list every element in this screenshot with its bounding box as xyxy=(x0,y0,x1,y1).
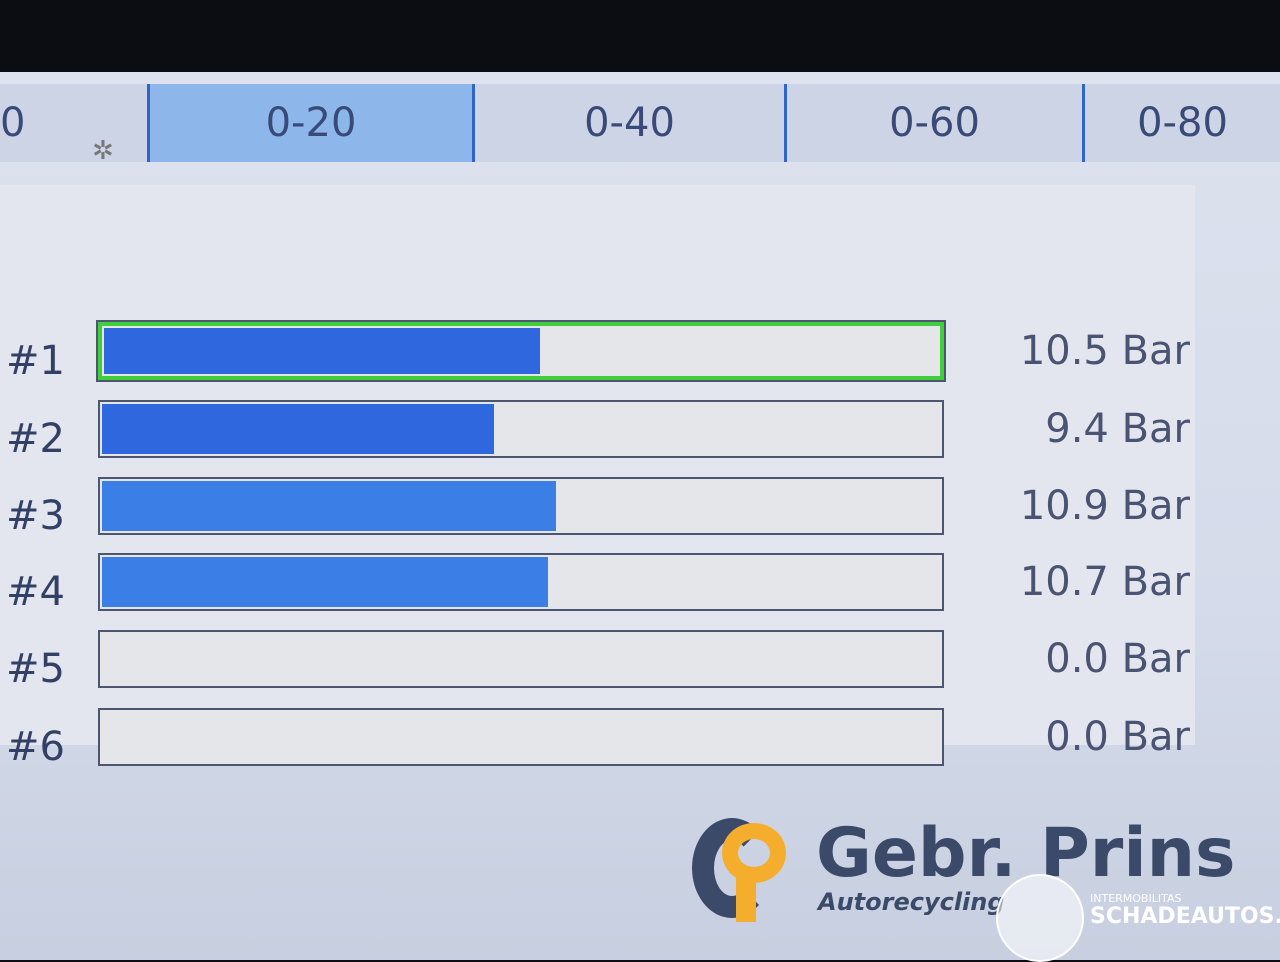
pressure-bar-fill xyxy=(102,481,557,531)
pressure-bar[interactable] xyxy=(98,400,944,458)
pressure-bar[interactable] xyxy=(98,477,944,535)
cylinder-row[interactable]: #6 0.0 Bar xyxy=(0,708,1200,770)
watermark-site: SCHADEAUTOS.NL xyxy=(1090,904,1280,929)
pressure-value: 10.9 Bar xyxy=(1019,483,1190,529)
cylinder-label: #6 xyxy=(6,724,65,770)
pressure-value: 0.0 Bar xyxy=(1045,714,1190,760)
cylinder-label: #2 xyxy=(6,416,65,462)
pressure-bar-fill xyxy=(104,328,540,374)
tab-label: 0 xyxy=(0,100,26,146)
cylinder-label: #3 xyxy=(6,493,65,539)
tab-range-0-60[interactable]: 0-60 xyxy=(787,84,1085,162)
globe-icon xyxy=(996,874,1084,962)
tab-range-0-20[interactable]: 0-20 xyxy=(150,84,475,162)
watermark-small: INTERMOBILITAS xyxy=(1090,892,1182,905)
pressure-bar[interactable] xyxy=(98,630,944,688)
cylinder-label: #5 xyxy=(6,646,65,692)
cylinder-row[interactable]: #2 9.4 Bar xyxy=(0,400,1200,462)
pressure-bar[interactable] xyxy=(98,553,944,611)
cylinder-label: #4 xyxy=(6,569,65,615)
cylinder-row[interactable]: #1 10.5 Bar xyxy=(0,320,1200,384)
pressure-value: 0.0 Bar xyxy=(1045,636,1190,682)
cylinder-row[interactable]: #5 0.0 Bar xyxy=(0,630,1200,692)
cylinder-label: #1 xyxy=(6,338,65,384)
gear-icon: ✲ xyxy=(92,136,114,166)
pressure-bar[interactable] xyxy=(98,708,944,766)
tab-range-0[interactable]: 0 xyxy=(0,84,150,162)
tab-label: 0-60 xyxy=(889,100,980,146)
pressure-value: 10.5 Bar xyxy=(1019,328,1190,374)
watermark: INTERMOBILITAS SCHADEAUTOS.NL xyxy=(996,872,1280,962)
tab-label: 0-80 xyxy=(1137,100,1228,146)
tab-range-0-40[interactable]: 0-40 xyxy=(475,84,787,162)
pressure-bar[interactable] xyxy=(96,320,946,382)
cylinder-row[interactable]: #4 10.7 Bar xyxy=(0,553,1200,615)
range-tabs: 0 0-20 0-40 0-60 0-80 xyxy=(0,84,1280,162)
pressure-value: 9.4 Bar xyxy=(1045,406,1190,452)
logo-tagline: Autorecycling xyxy=(818,888,1005,916)
tab-range-0-80[interactable]: 0-80 xyxy=(1085,84,1280,162)
pressure-bar-fill xyxy=(102,557,548,607)
tab-label: 0-20 xyxy=(265,100,357,146)
pressure-value: 10.7 Bar xyxy=(1019,559,1190,605)
pressure-bar-fill xyxy=(102,404,494,454)
cylinder-row[interactable]: #3 10.9 Bar xyxy=(0,477,1200,539)
tab-label: 0-40 xyxy=(584,100,675,146)
